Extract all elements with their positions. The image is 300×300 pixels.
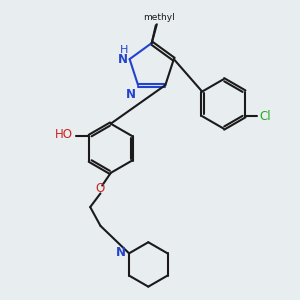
Text: methyl: methyl <box>143 13 174 22</box>
Text: N: N <box>118 53 128 66</box>
Text: N: N <box>126 88 136 101</box>
Text: Cl: Cl <box>260 110 272 123</box>
Text: H: H <box>120 45 129 55</box>
Text: N: N <box>116 246 126 259</box>
Text: O: O <box>96 182 105 195</box>
Text: HO: HO <box>55 128 73 141</box>
